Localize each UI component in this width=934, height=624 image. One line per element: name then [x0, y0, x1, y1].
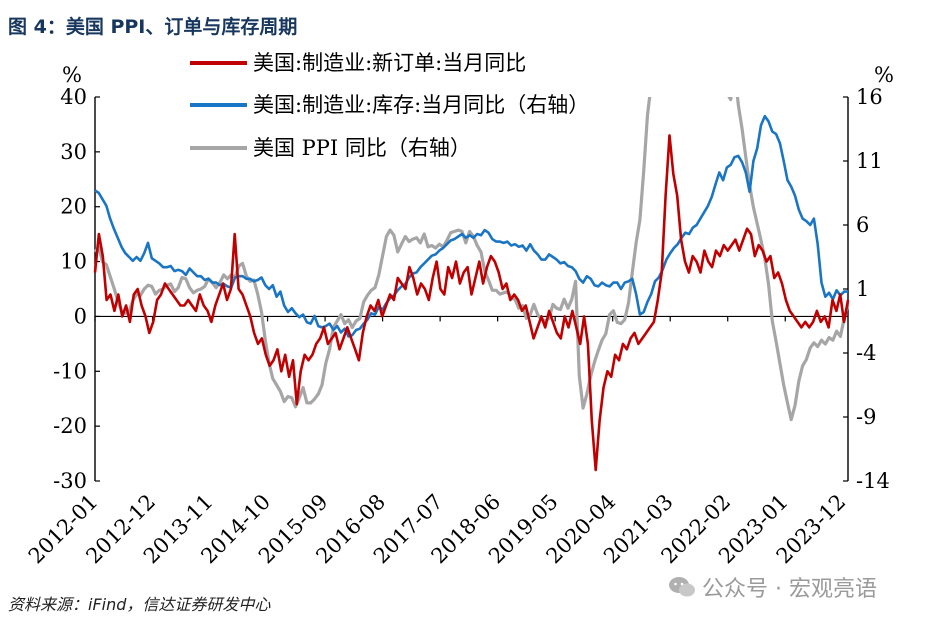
right-tick-label: 1	[856, 277, 869, 301]
right-tick-label: -4	[856, 341, 876, 365]
chart-title: 图 4：美国 PPI、订单与库存周期	[8, 16, 298, 38]
series-line-0	[93, 134, 850, 472]
wechat-icon	[669, 577, 695, 597]
left-tick-label: -30	[53, 469, 87, 493]
legend-label-0: 美国:制造业:新订单:当月同比	[253, 51, 526, 75]
left-tick-label: 20	[60, 195, 87, 219]
watermark: 公众号 · 宏观亮语	[668, 571, 877, 603]
series-layer	[93, 97, 850, 472]
watermark-text: 公众号 · 宏观亮语	[702, 577, 877, 602]
source-note: 资料来源：iFind，信达证券研发中心	[8, 595, 271, 614]
right-tick-label: -14	[856, 469, 890, 493]
left-tick-label: -10	[53, 359, 87, 383]
left-unit-label: %	[62, 63, 82, 87]
right-tick-label: 6	[856, 213, 869, 237]
legend-label-2: 美国 PPI 同比（右轴）	[253, 136, 471, 160]
series-line-2	[93, 97, 850, 422]
left-tick-label: 40	[60, 85, 87, 109]
right-unit-label: %	[874, 63, 894, 87]
legend-label-1: 美国:制造业:库存:当月同比（右轴）	[253, 93, 589, 117]
left-tick-label: 30	[60, 140, 87, 164]
series-line-1	[94, 114, 848, 338]
right-tick-label: 16	[856, 85, 883, 109]
left-tick-label: 0	[74, 304, 87, 328]
left-tick-label: 10	[60, 250, 87, 274]
right-tick-label: -9	[856, 405, 876, 429]
left-tick-label: -20	[53, 414, 87, 438]
right-tick-label: 11	[856, 149, 883, 173]
